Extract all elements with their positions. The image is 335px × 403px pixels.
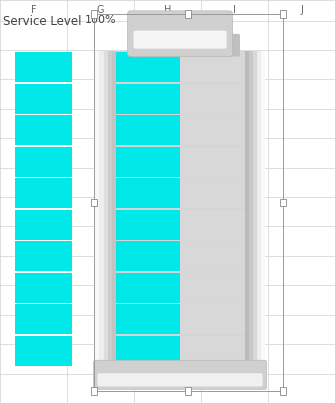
Bar (280, 387, 286, 395)
Bar (95, 51, 99, 367)
Bar (116, 178, 180, 208)
Bar (245, 51, 249, 367)
Bar (249, 51, 253, 367)
Text: H: H (164, 5, 171, 15)
Text: G: G (97, 5, 104, 15)
FancyBboxPatch shape (97, 373, 263, 386)
Bar (180, 304, 245, 334)
Bar (15, 273, 72, 303)
Text: 0%: 0% (159, 15, 176, 25)
Bar (91, 10, 97, 18)
Text: I: I (233, 5, 236, 15)
Bar (15, 178, 72, 208)
Bar (15, 210, 72, 240)
Text: F: F (31, 5, 36, 15)
Bar (15, 115, 72, 145)
Bar (116, 115, 180, 145)
Bar (116, 52, 180, 82)
Bar (112, 51, 116, 367)
Bar (116, 273, 180, 303)
Bar (94, 14, 283, 391)
Bar (280, 10, 286, 18)
FancyBboxPatch shape (130, 34, 240, 56)
Bar (186, 387, 192, 395)
Bar (180, 336, 245, 366)
Bar (15, 336, 72, 366)
Bar (116, 210, 180, 240)
Bar (186, 10, 192, 18)
Text: Service Level: Service Level (3, 15, 82, 28)
Bar (180, 52, 245, 82)
Bar (180, 178, 245, 208)
Bar (91, 199, 97, 206)
Bar (180, 147, 245, 177)
Bar (116, 336, 180, 366)
Bar (95, 51, 265, 367)
Bar (253, 51, 257, 367)
Bar (99, 51, 104, 367)
Bar (15, 147, 72, 177)
Bar (180, 84, 245, 114)
FancyBboxPatch shape (128, 11, 232, 56)
Bar (180, 241, 245, 271)
Bar (257, 51, 261, 367)
Bar (108, 51, 112, 367)
Bar (180, 115, 245, 145)
Bar (280, 199, 286, 206)
Bar (261, 51, 265, 367)
Bar (116, 304, 180, 334)
Bar (15, 84, 72, 114)
Bar (15, 304, 72, 334)
Bar (180, 210, 245, 240)
Bar (116, 241, 180, 271)
FancyBboxPatch shape (93, 360, 267, 389)
Bar (104, 51, 108, 367)
Bar (91, 387, 97, 395)
Bar (180, 273, 245, 303)
FancyBboxPatch shape (134, 31, 226, 49)
Bar (116, 147, 180, 177)
Bar (15, 52, 72, 82)
Bar (15, 241, 72, 271)
Text: 100%: 100% (85, 15, 116, 25)
Text: J: J (300, 5, 303, 15)
Bar (116, 84, 180, 114)
